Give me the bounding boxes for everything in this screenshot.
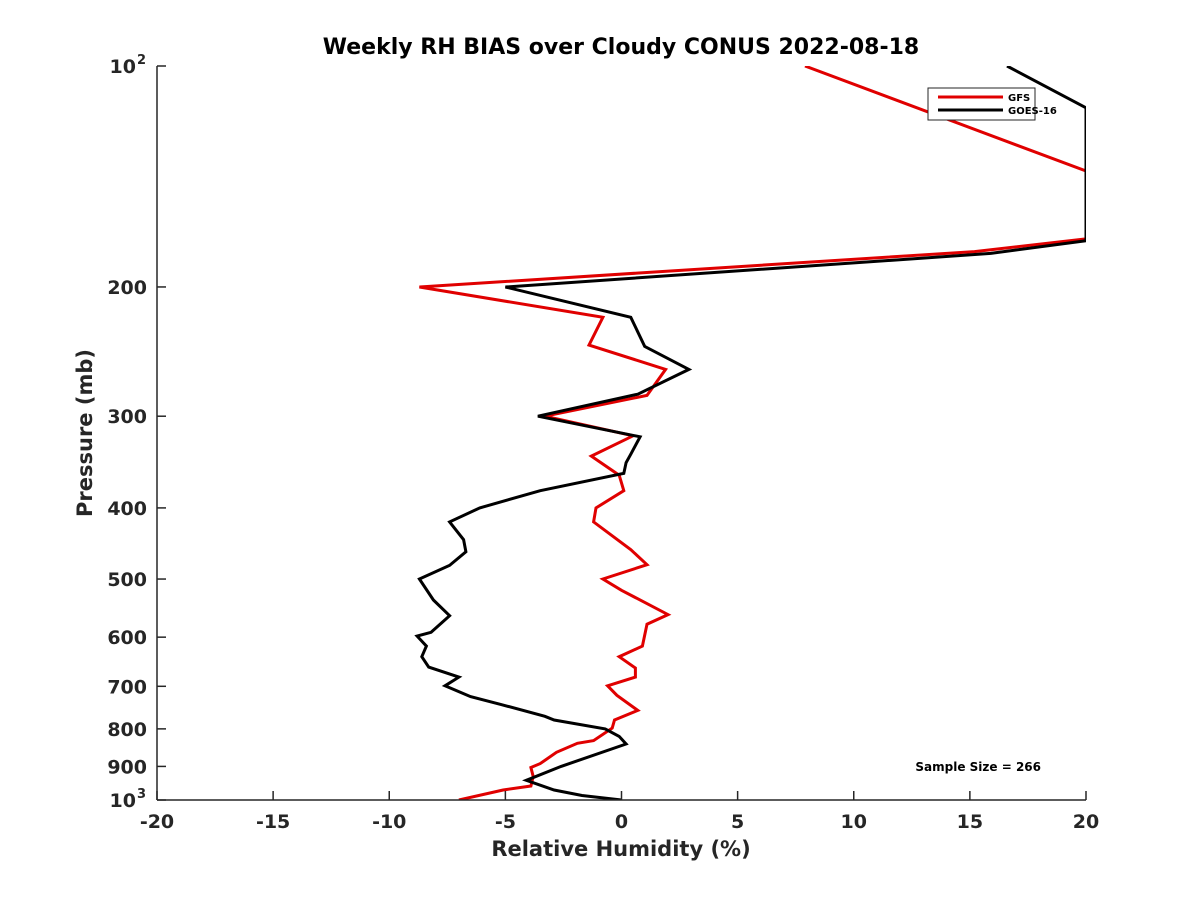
series-line-gfs [419,66,1086,800]
y-tick-label: 500 [107,569,147,591]
y-tick-label: 600 [107,627,147,649]
y-tick-exponent: 3 [137,787,146,802]
x-tick-label: -20 [140,811,174,833]
x-tick-label: 10 [841,811,867,833]
legend-label-goes16: GOES-16 [1008,106,1057,117]
y-tick-label: 10 [110,790,136,812]
x-tick-label: -5 [495,811,516,833]
x-tick-label: 15 [957,811,983,833]
series-line-goes16 [414,66,1086,800]
x-tick-label: 5 [731,811,744,833]
y-axis-label: Pressure (mb) [73,349,97,517]
y-tick-label: 900 [107,756,147,778]
y-tick-exponent: 2 [137,53,146,68]
sample-size-annotation: Sample Size = 266 [915,760,1041,774]
legend-box [927,87,1036,121]
y-tick-label: 300 [107,406,147,428]
legend-label-gfs: GFS [1008,93,1030,104]
x-tick-label: -15 [256,811,290,833]
y-tick-label: 800 [107,719,147,741]
x-tick-label: 20 [1073,811,1099,833]
x-tick-label: 0 [615,811,628,833]
y-tick-label: 400 [107,498,147,520]
y-tick-label: 200 [107,277,147,299]
x-tick-label: -10 [372,811,406,833]
y-tick-label: 10 [110,56,136,78]
chart-title: Weekly RH BIAS over Cloudy CONUS 2022-08… [323,35,919,60]
x-axis-label: Relative Humidity (%) [491,837,750,861]
y-tick-label: 700 [107,676,147,698]
legend: GFS GOES-16 [927,87,1057,121]
